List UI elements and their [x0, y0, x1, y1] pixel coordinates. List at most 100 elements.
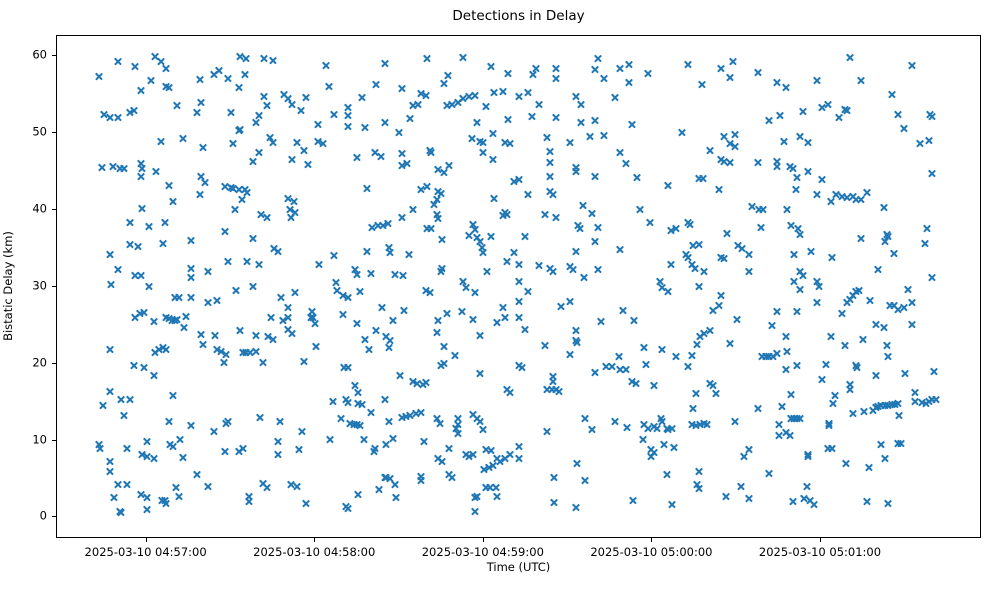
data-point-marker [803, 482, 811, 490]
data-point-marker [535, 262, 543, 270]
data-point-marker [524, 89, 532, 97]
chart-title: Detections in Delay [452, 8, 585, 24]
data-point-marker [106, 467, 114, 475]
data-point-marker [908, 62, 916, 70]
data-point-marker [546, 148, 554, 156]
data-point-marker [712, 390, 720, 398]
data-point-marker [238, 195, 246, 203]
data-point-marker [123, 481, 131, 489]
y-axis-label: Bistatic Delay (km) [1, 231, 15, 341]
data-point-marker [723, 230, 731, 238]
data-point-marker [236, 326, 244, 334]
data-point-marker [650, 381, 658, 389]
data-point-marker [923, 225, 931, 233]
data-point-marker [326, 436, 334, 444]
data-point-marker [426, 289, 434, 297]
data-point-marker [165, 181, 173, 189]
data-point-marker [197, 99, 205, 107]
data-point-marker [381, 60, 389, 68]
data-point-marker [780, 138, 788, 146]
data-point-marker [884, 499, 892, 507]
data-point-marker [204, 482, 212, 490]
data-point-marker [804, 453, 812, 461]
data-point-marker [646, 218, 654, 226]
data-point-marker [849, 410, 857, 418]
data-point-marker [796, 230, 804, 238]
data-point-marker [149, 371, 157, 379]
data-point-marker [213, 296, 221, 304]
data-point-marker [515, 277, 523, 285]
data-point-marker [353, 320, 361, 328]
data-point-marker [799, 108, 807, 116]
data-point-marker [731, 131, 739, 139]
x-axis: 2025-03-10 04:57:00 2025-03-10 04:58:00 20… [56, 538, 981, 578]
data-point-marker [420, 438, 428, 446]
data-point-marker [623, 423, 631, 431]
y-tick-mark [52, 362, 56, 364]
data-point-marker [625, 79, 633, 87]
data-point-marker [110, 493, 118, 501]
data-point-marker [274, 438, 282, 446]
data-point-marker [360, 436, 368, 444]
data-point-marker [720, 255, 728, 263]
data-point-marker [566, 298, 574, 306]
data-point-marker [375, 486, 383, 494]
data-point-marker [667, 261, 675, 269]
data-point-marker [204, 299, 212, 307]
data-point-marker [114, 58, 122, 66]
data-point-marker [249, 283, 257, 291]
data-point-marker [793, 361, 801, 369]
data-point-marker [123, 445, 131, 453]
data-point-marker [140, 309, 148, 317]
data-point-marker [187, 265, 195, 273]
data-point-marker [479, 426, 487, 434]
data-point-marker [630, 316, 638, 324]
data-point-marker [731, 142, 739, 150]
data-point-marker [297, 106, 305, 114]
data-point-marker [242, 54, 250, 62]
data-point-marker [775, 431, 783, 439]
data-point-marker [881, 455, 889, 463]
data-point-marker [391, 481, 399, 489]
data-point-marker [354, 388, 362, 396]
data-point-marker [165, 84, 173, 92]
data-point-marker [515, 443, 523, 451]
y-tick-mark [52, 516, 56, 518]
data-point-marker [330, 252, 338, 260]
data-point-marker [515, 93, 523, 101]
data-point-marker [831, 391, 839, 399]
data-point-marker [438, 457, 446, 465]
data-point-marker [549, 268, 557, 276]
data-point-marker [315, 261, 323, 269]
data-point-marker [284, 303, 292, 311]
data-point-marker [895, 411, 903, 419]
data-point-marker [689, 405, 697, 413]
data-point-marker [828, 445, 836, 453]
x-tick-label: 2025-03-10 04:57:00 [84, 545, 207, 559]
data-point-marker [571, 504, 579, 512]
data-point-marker [187, 273, 195, 281]
data-point-marker [126, 240, 134, 248]
data-point-marker [385, 344, 393, 352]
data-point-marker [211, 332, 219, 340]
data-point-marker [232, 286, 240, 294]
data-point-marker [131, 63, 139, 71]
data-point-marker [510, 249, 518, 257]
data-point-marker [911, 388, 919, 396]
data-point-marker [599, 132, 607, 140]
y-tick-label: 20 [32, 355, 47, 370]
data-point-marker [260, 55, 268, 63]
data-point-marker [470, 92, 478, 100]
data-point-marker [843, 106, 851, 114]
data-point-marker [668, 425, 676, 433]
data-point-marker [611, 93, 619, 101]
data-point-marker [482, 102, 490, 110]
data-point-marker [581, 477, 589, 485]
data-point-marker [632, 380, 640, 388]
data-point-marker [263, 483, 271, 491]
data-point-marker [745, 268, 753, 276]
data-point-marker [476, 332, 484, 340]
data-point-marker [344, 398, 352, 406]
data-point-marker [503, 257, 511, 265]
